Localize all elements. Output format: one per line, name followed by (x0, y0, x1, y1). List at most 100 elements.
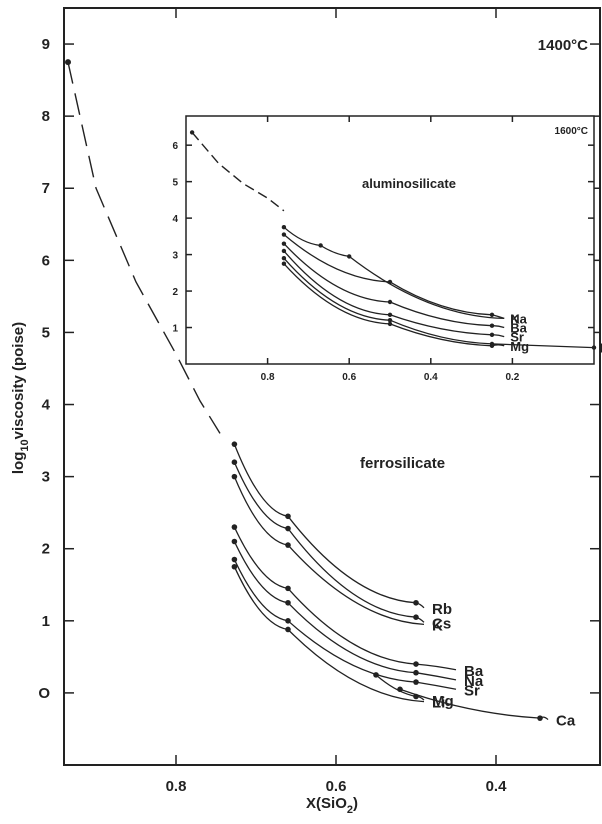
main-curves (65, 59, 549, 721)
inset-data-point-sr (387, 312, 393, 317)
inset-dashed-extrapolation (191, 131, 285, 212)
main-series-curve-ba (233, 526, 457, 671)
inset-series-curve-na (283, 234, 505, 320)
inset-series-curve-sr (283, 250, 505, 338)
inset-data-point-k (318, 243, 323, 248)
main-data-point-ca (537, 715, 543, 721)
main-series-curve-cs (233, 461, 425, 623)
main-data-point-ba (231, 524, 238, 530)
main-series-label-sr: Sr (464, 682, 480, 699)
main-plot-frame (63, 7, 601, 766)
inset-data-point-li (387, 318, 393, 323)
main-data-point-rb (231, 441, 238, 447)
main-data-point-cs (231, 459, 238, 466)
inset-series-curve-mg (283, 263, 505, 347)
main-y-axis: O 1 2 3 4 5 6 7 8 9 (38, 36, 600, 702)
ferrosilicate-label: ferrosilicate (360, 455, 445, 472)
main-data-point-mg (413, 693, 419, 700)
inset-curves (189, 130, 595, 349)
inset-data-point-sr (489, 332, 495, 338)
aluminosilicate-label: aluminosilicate (362, 176, 456, 191)
inset-temperature-label: 1600°C (555, 126, 588, 137)
main-series-curve-k (233, 476, 425, 626)
main-y-tick-label: 8 (42, 108, 50, 125)
inset-series-curve-k (283, 226, 505, 320)
main-x-axis-title: X(SiO2) (306, 795, 358, 816)
main-data-point-sr (413, 679, 419, 685)
inset-series-curve-ba (283, 243, 505, 329)
main-data-point-sr (285, 618, 291, 624)
inset-y-tick-label: 3 (172, 251, 178, 262)
main-series-label-mg: Mg (432, 693, 454, 710)
inset-x-tick-label: 0.6 (342, 372, 356, 383)
main-y-tick-label: 9 (42, 36, 50, 53)
main-x-tick-label: 0.8 (166, 778, 187, 795)
main-data-point-li (285, 626, 291, 633)
inset-data-point-mg (489, 343, 495, 348)
inset-points (281, 225, 597, 350)
main-y-tick-label: 4 (42, 397, 51, 414)
inset-series-label-na: Na (510, 311, 527, 326)
main-data-point-na (413, 669, 419, 676)
main-x-axis-title-text: X(SiO2) (306, 795, 358, 816)
main-x-axis: 0.8 0.6 0.4 (166, 8, 508, 795)
main-data-point-na (285, 599, 291, 606)
main-series-label-na: Na (464, 673, 484, 690)
main-dashed-extrapolation (67, 61, 221, 434)
main-y-tick-label: 3 (42, 469, 50, 486)
main-data-point-na (231, 538, 238, 545)
inset-x-tick-label: 0.4 (424, 372, 438, 383)
main-y-tick-label: O (38, 685, 50, 702)
main-x-tick-label: 0.4 (486, 778, 508, 795)
main-series-label-rb: Rb (432, 601, 452, 618)
main-y-tick-label: 1 (42, 613, 50, 630)
main-y-axis-title: log10viscosity (poise) (10, 322, 31, 474)
main-data-point-ba (413, 661, 419, 667)
inset-series-label-li: Li (600, 341, 602, 356)
main-series-curve-na (233, 541, 457, 681)
inset-series-label-ca: Ca (600, 341, 602, 356)
main-data-point-rb (413, 599, 419, 606)
main-data-point-k (285, 542, 291, 548)
inset-x-axis: 0.8 0.6 0.4 0.2 (261, 116, 520, 383)
main-series-curve-rb (233, 443, 425, 609)
inset-x-tick-label: 0.8 (261, 372, 275, 383)
inset-data-point-ba (387, 299, 393, 305)
main-y-axis-title-group: log10viscosity (poise) (10, 322, 31, 474)
inset-series-curve-li (283, 257, 595, 349)
main-pure-silica-point (65, 59, 71, 66)
main-y-tick-label: 6 (42, 252, 50, 269)
inset-series-label-ba: Ba (510, 321, 527, 336)
inset-series-label-sr: Sr (510, 330, 524, 345)
inset-pure-silica-point (189, 130, 195, 135)
main-data-point-mg (373, 672, 379, 678)
main-series-label-ba: Ba (464, 663, 484, 680)
main-data-point-k (231, 473, 238, 480)
inset-y-tick-label: 1 (172, 324, 178, 335)
main-x-tick-label: 0.6 (326, 778, 347, 795)
main-series-curve-ca (399, 688, 549, 721)
inset-data-point-sr (281, 248, 287, 254)
inset-y-axis: 1 2 3 4 5 6 (172, 141, 594, 335)
inset-data-point-li (281, 256, 287, 261)
inset-plot-frame (185, 115, 595, 365)
main-data-point-ba (285, 585, 291, 592)
main-series-label-k: K (432, 617, 443, 634)
inset-series-label-k: K (510, 311, 520, 326)
main-series-label-cs: Cs (432, 615, 451, 632)
inset-y-tick-label: 4 (172, 214, 178, 225)
inset-series-label-mg: Mg (510, 339, 529, 354)
main-data-point-ca (397, 686, 403, 693)
main-data-point-li (231, 563, 238, 570)
main-series-label-li: Li (432, 695, 445, 712)
inset-data-point-na (387, 279, 393, 285)
inset-data-point-ba (281, 241, 287, 246)
inset-data-point-mg (281, 261, 287, 266)
inset-data-point-mg (387, 321, 393, 327)
main-y-tick-label: 2 (42, 541, 50, 558)
inset-data-point-k (281, 225, 287, 230)
inset-data-point-ba (489, 323, 495, 328)
